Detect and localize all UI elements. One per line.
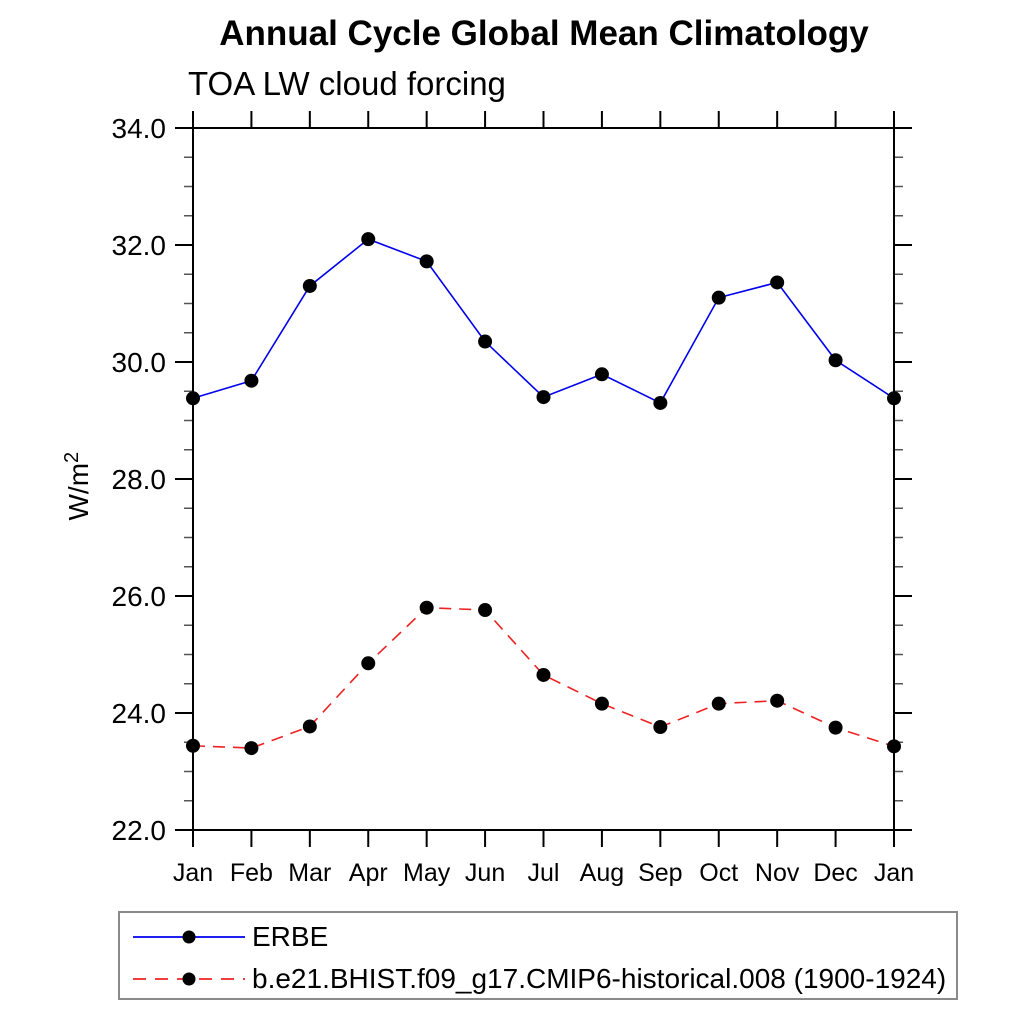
series-marker-0 bbox=[419, 254, 434, 269]
series-marker-1 bbox=[653, 720, 668, 735]
y-tick-label: 22.0 bbox=[112, 815, 167, 846]
legend-box: ERBE b.e21.BHIST.f09_g17.CMIP6-historica… bbox=[118, 911, 958, 1000]
series-marker-0 bbox=[828, 353, 843, 368]
series-marker-0 bbox=[711, 290, 726, 305]
series-marker-1 bbox=[887, 739, 901, 754]
series-marker-1 bbox=[770, 693, 785, 708]
x-tick-label: Jan bbox=[874, 859, 914, 887]
series-marker-1 bbox=[711, 696, 726, 711]
series-marker-1 bbox=[419, 600, 434, 615]
series-marker-0 bbox=[302, 278, 317, 293]
legend-line-sample-erbe bbox=[133, 930, 245, 944]
y-tick-label: 32.0 bbox=[112, 230, 167, 261]
x-tick-label: Jan bbox=[173, 859, 213, 887]
series-marker-1 bbox=[478, 603, 493, 618]
y-tick-label: 28.0 bbox=[112, 464, 167, 495]
y-tick-label: 34.0 bbox=[112, 113, 167, 144]
series-marker-1 bbox=[361, 656, 376, 671]
series-marker-1 bbox=[186, 738, 200, 753]
legend-sample-marker bbox=[182, 972, 196, 986]
x-tick-label: Dec bbox=[813, 859, 857, 887]
x-tick-label: Sep bbox=[638, 859, 682, 887]
x-tick-label: Feb bbox=[230, 859, 273, 887]
chart-subtitle: TOA LW cloud forcing bbox=[188, 65, 506, 102]
series-marker-1 bbox=[244, 741, 259, 756]
x-tick-label: Jun bbox=[465, 859, 505, 887]
series-marker-0 bbox=[594, 367, 609, 382]
y-tick-label: 24.0 bbox=[112, 698, 167, 729]
x-tick-label: Jul bbox=[528, 859, 560, 887]
series-marker-0 bbox=[536, 390, 551, 405]
series-marker-0 bbox=[653, 395, 668, 410]
legend-sample-marker bbox=[182, 930, 196, 944]
chart-title: Annual Cycle Global Mean Climatology bbox=[219, 14, 869, 53]
legend-label-erbe: ERBE bbox=[252, 921, 329, 952]
series-line-0 bbox=[192, 238, 895, 405]
y-tick-label: 26.0 bbox=[112, 581, 167, 612]
x-tick-label: Oct bbox=[699, 859, 738, 887]
x-tick-label: Apr bbox=[349, 859, 388, 887]
series-marker-1 bbox=[302, 719, 317, 734]
series-marker-0 bbox=[244, 373, 259, 388]
x-tick-label: Nov bbox=[755, 859, 800, 887]
series-marker-0 bbox=[770, 275, 785, 290]
series-marker-0 bbox=[186, 391, 200, 406]
series-marker-0 bbox=[361, 232, 376, 247]
x-tick-label: May bbox=[403, 859, 451, 887]
series-marker-1 bbox=[594, 696, 609, 711]
legend-line-sample-model bbox=[133, 972, 245, 986]
series-marker-0 bbox=[887, 391, 901, 406]
series-marker-0 bbox=[478, 334, 493, 349]
legend-item-model: b.e21.BHIST.f09_g17.CMIP6-historical.008… bbox=[133, 961, 946, 997]
series-marker-1 bbox=[536, 667, 551, 682]
plot-box bbox=[192, 127, 895, 831]
x-tick-label: Mar bbox=[288, 859, 331, 887]
series-marker-1 bbox=[828, 720, 843, 735]
legend-label-model: b.e21.BHIST.f09_g17.CMIP6-historical.008… bbox=[252, 963, 947, 994]
legend-item-erbe: ERBE bbox=[133, 919, 328, 955]
x-tick-label: Aug bbox=[580, 859, 624, 887]
y-tick-label: 30.0 bbox=[112, 347, 167, 378]
